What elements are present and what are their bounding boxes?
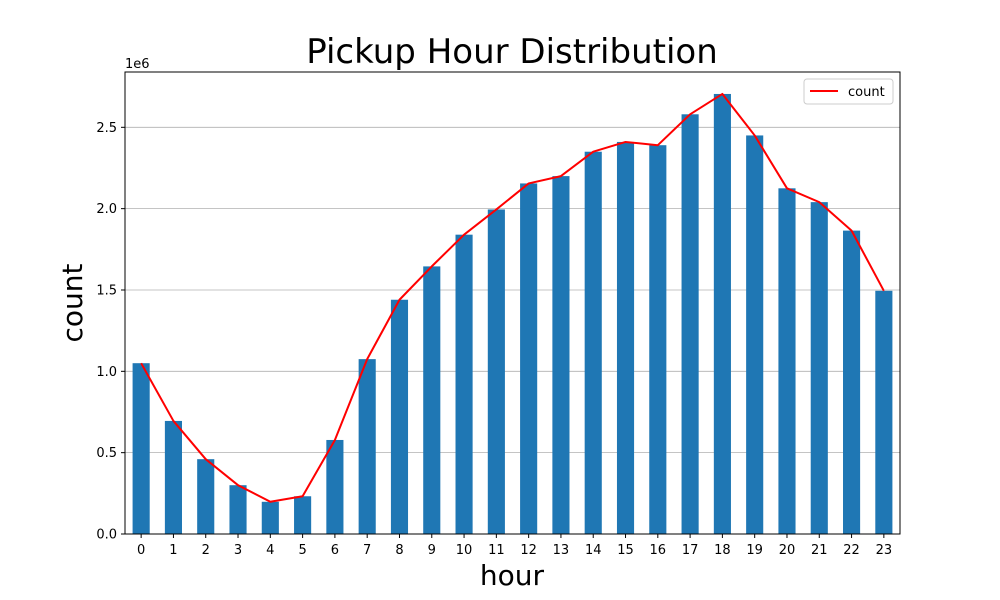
bar-hour-9 [423,266,441,534]
plot-frame [124,71,901,535]
y-tick-label: 2.0 [96,202,117,217]
x-tick-label: 20 [779,543,796,558]
x-tick-label: 6 [331,543,339,558]
y-tick-label: 1.0 [96,365,117,380]
x-axis-label: hour [480,559,545,592]
legend-label-count: count [848,85,885,100]
bar-hour-3 [229,485,247,534]
count-line [140,92,885,503]
y-tick-label: 1.5 [96,283,117,298]
y-tick-label: 0.5 [96,446,117,461]
x-tick-label: 14 [585,543,602,558]
chart-title: Pickup Hour Distribution [306,32,718,72]
x-tick-label: 13 [553,543,570,558]
x-tick-label: 5 [298,543,306,558]
bar-hour-12 [520,183,538,534]
x-tick-label: 9 [428,543,436,558]
bar-hour-2 [197,459,215,534]
x-tick-label: 3 [234,543,242,558]
x-tick-label: 12 [520,543,537,558]
x-tick-label: 22 [843,543,860,558]
bar-hour-8 [390,299,409,534]
bar-hour-17 [681,114,699,534]
x-axis-ticks: 0 1 2 3 4 5 6 7 8 9 10 11 12 13 14 15 16 17 18 19 20 21 22 23 [137,534,892,558]
bar-hour-19 [746,135,764,534]
legend: count [803,78,894,105]
x-tick-label: 0 [137,543,145,558]
bar-hour-18 [713,93,731,534]
bar-hour-14 [584,151,602,534]
x-tick-label: 18 [714,543,731,558]
bar-hour-15 [616,141,635,535]
bar-hour-7 [358,359,376,534]
count-line-series [140,92,885,503]
x-tick-label: 8 [395,543,403,558]
bar-hour-16 [649,145,667,534]
x-tick-label: 15 [617,543,634,558]
x-tick-label: 23 [876,543,893,558]
bar-hour-5 [294,496,312,534]
bars [132,93,893,535]
x-tick-label: 16 [650,543,667,558]
bar-hour-21 [810,202,828,534]
bar-hour-20 [778,188,796,534]
x-tick-label: 17 [682,543,699,558]
y-axis-ticks: 0.0 0.5 1.0 1.5 2.0 2.5 [96,121,125,543]
x-tick-label: 1 [169,543,177,558]
bar-hour-11 [487,209,505,534]
bar-hour-1 [164,420,182,534]
x-tick-label: 4 [266,543,274,558]
x-tick-label: 10 [456,543,473,558]
x-tick-label: 2 [202,543,210,558]
legend-box [803,78,894,105]
y-tick-label: 2.5 [96,121,117,136]
bar-hour-4 [261,501,279,534]
x-tick-label: 11 [488,543,505,558]
x-tick-label: 7 [363,543,371,558]
bar-hour-10 [455,234,473,534]
x-tick-label: 19 [746,543,763,558]
bar-hour-23 [875,290,893,534]
y-offset-label: 1e6 [125,57,150,72]
bar-hour-6 [326,439,344,534]
bar-hour-22 [843,230,861,534]
x-tick-label: 21 [811,543,828,558]
bar-hour-13 [552,176,570,534]
bar-hour-0 [132,363,150,534]
y-tick-label: 0.0 [96,528,117,543]
y-axis-label: count [56,263,89,342]
